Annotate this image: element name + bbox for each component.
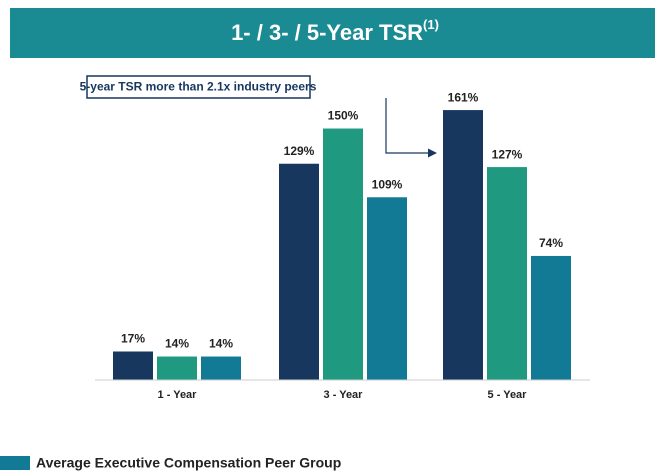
x-tick-label: 5 - Year — [488, 389, 528, 401]
annotation-box — [86, 75, 311, 99]
value-label: 150% — [328, 109, 359, 123]
value-label: 17% — [121, 332, 145, 346]
bar — [323, 128, 363, 380]
arrow-head — [428, 148, 437, 158]
bar — [113, 351, 153, 380]
value-label: 14% — [165, 337, 189, 351]
value-label: 14% — [209, 337, 233, 351]
bar — [487, 167, 527, 380]
title-text: 1- / 3- / 5-Year TSR — [231, 20, 423, 45]
value-label: 109% — [372, 177, 403, 191]
legend-swatch — [0, 456, 30, 470]
value-label: 74% — [539, 236, 563, 250]
value-label: 127% — [492, 147, 523, 161]
bar — [531, 255, 571, 380]
value-label: 129% — [284, 144, 315, 158]
bar — [367, 197, 407, 380]
x-tick-label: 1 - Year — [158, 389, 198, 401]
title-bar — [10, 8, 655, 58]
bar — [201, 356, 241, 380]
bar — [443, 110, 483, 381]
bar — [157, 356, 197, 380]
annotation-arrow — [385, 98, 430, 154]
annotation: 5-year TSR more than 2.1x industry peers — [80, 80, 317, 94]
value-label: 161% — [448, 90, 479, 104]
legend-label: Average Executive Compensation Peer Grou… — [36, 455, 341, 471]
x-tick-label: 3 - Year — [324, 389, 364, 401]
chart-title: 1- / 3- / 5-Year TSR(1) — [231, 17, 439, 44]
bar — [279, 163, 319, 380]
title-note: (1) — [423, 17, 439, 32]
